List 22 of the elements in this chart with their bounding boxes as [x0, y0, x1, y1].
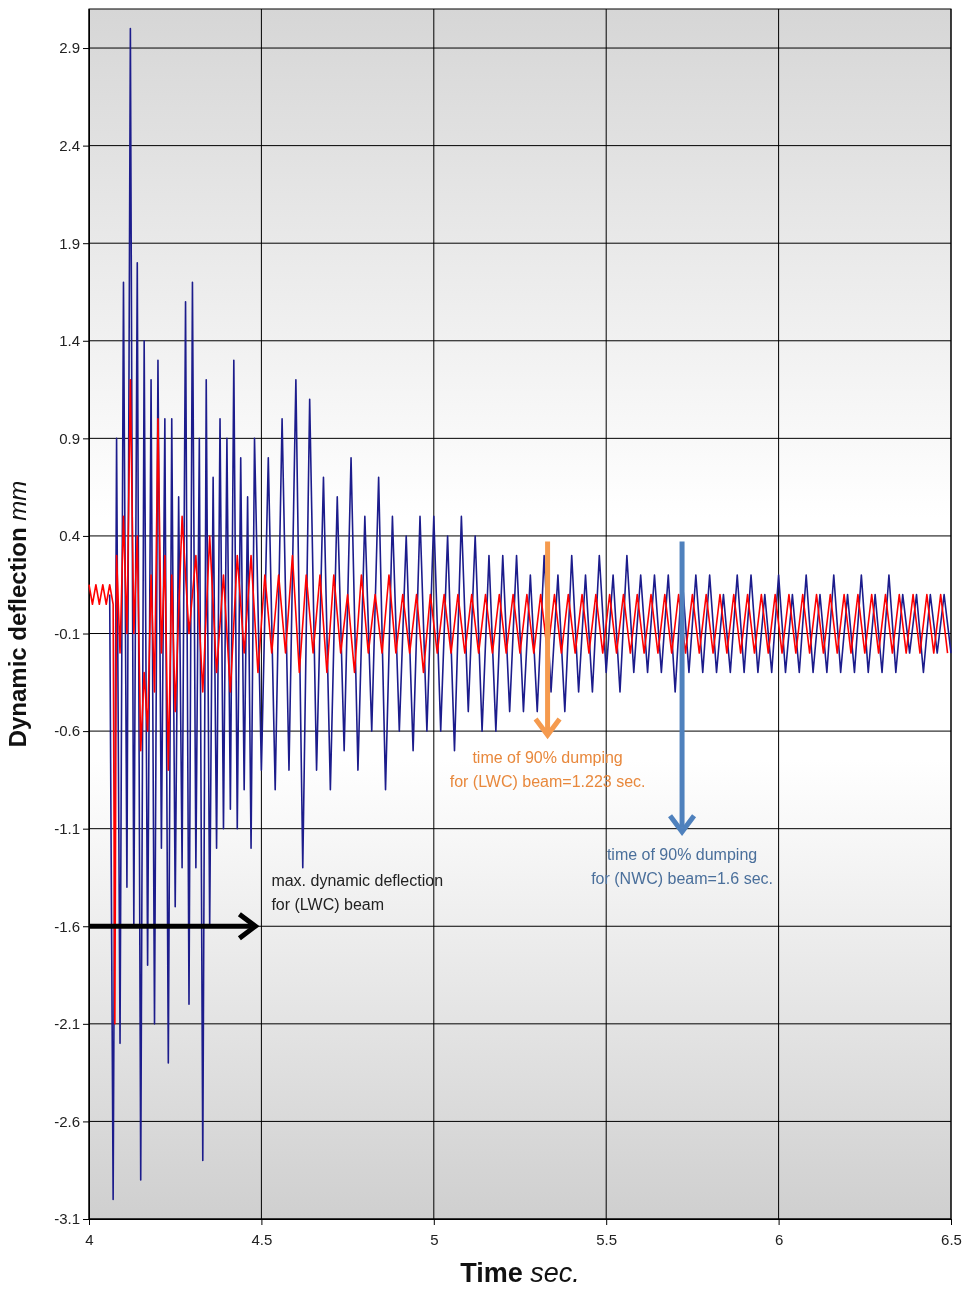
y-tick-label: 1.4 [59, 332, 80, 350]
y-tick-label: -0.1 [54, 624, 80, 642]
y-tick-label: -1.1 [54, 819, 80, 837]
x-tick-label: 5.5 [596, 1230, 618, 1248]
y-tick-label: -0.6 [54, 722, 80, 740]
x-tick-label: 6 [774, 1230, 784, 1248]
y-tick-label: 2.4 [59, 136, 80, 154]
x-axis-title: Time sec. [460, 1258, 580, 1288]
line-series [108, 27, 952, 1201]
y-tick-label: -2.1 [54, 1015, 80, 1033]
y-tick-label: -2.6 [54, 1112, 80, 1130]
y-tick-label: 0.4 [59, 527, 80, 545]
x-tick-label: 5 [430, 1230, 439, 1248]
y-tick-label: 2.9 [59, 39, 80, 57]
y-tick-label: -3.1 [54, 1210, 80, 1228]
x-tick-label: 4 [85, 1230, 94, 1248]
x-tick-label: 4.5 [251, 1230, 273, 1248]
x-tick-label: 6.5 [941, 1230, 962, 1248]
y-tick-label: -1.6 [54, 917, 80, 935]
y-tick-label: 0.9 [59, 429, 80, 447]
y-tick-label: 1.9 [59, 234, 80, 252]
y-axis-title: Dynamic deflection mm [4, 480, 31, 748]
